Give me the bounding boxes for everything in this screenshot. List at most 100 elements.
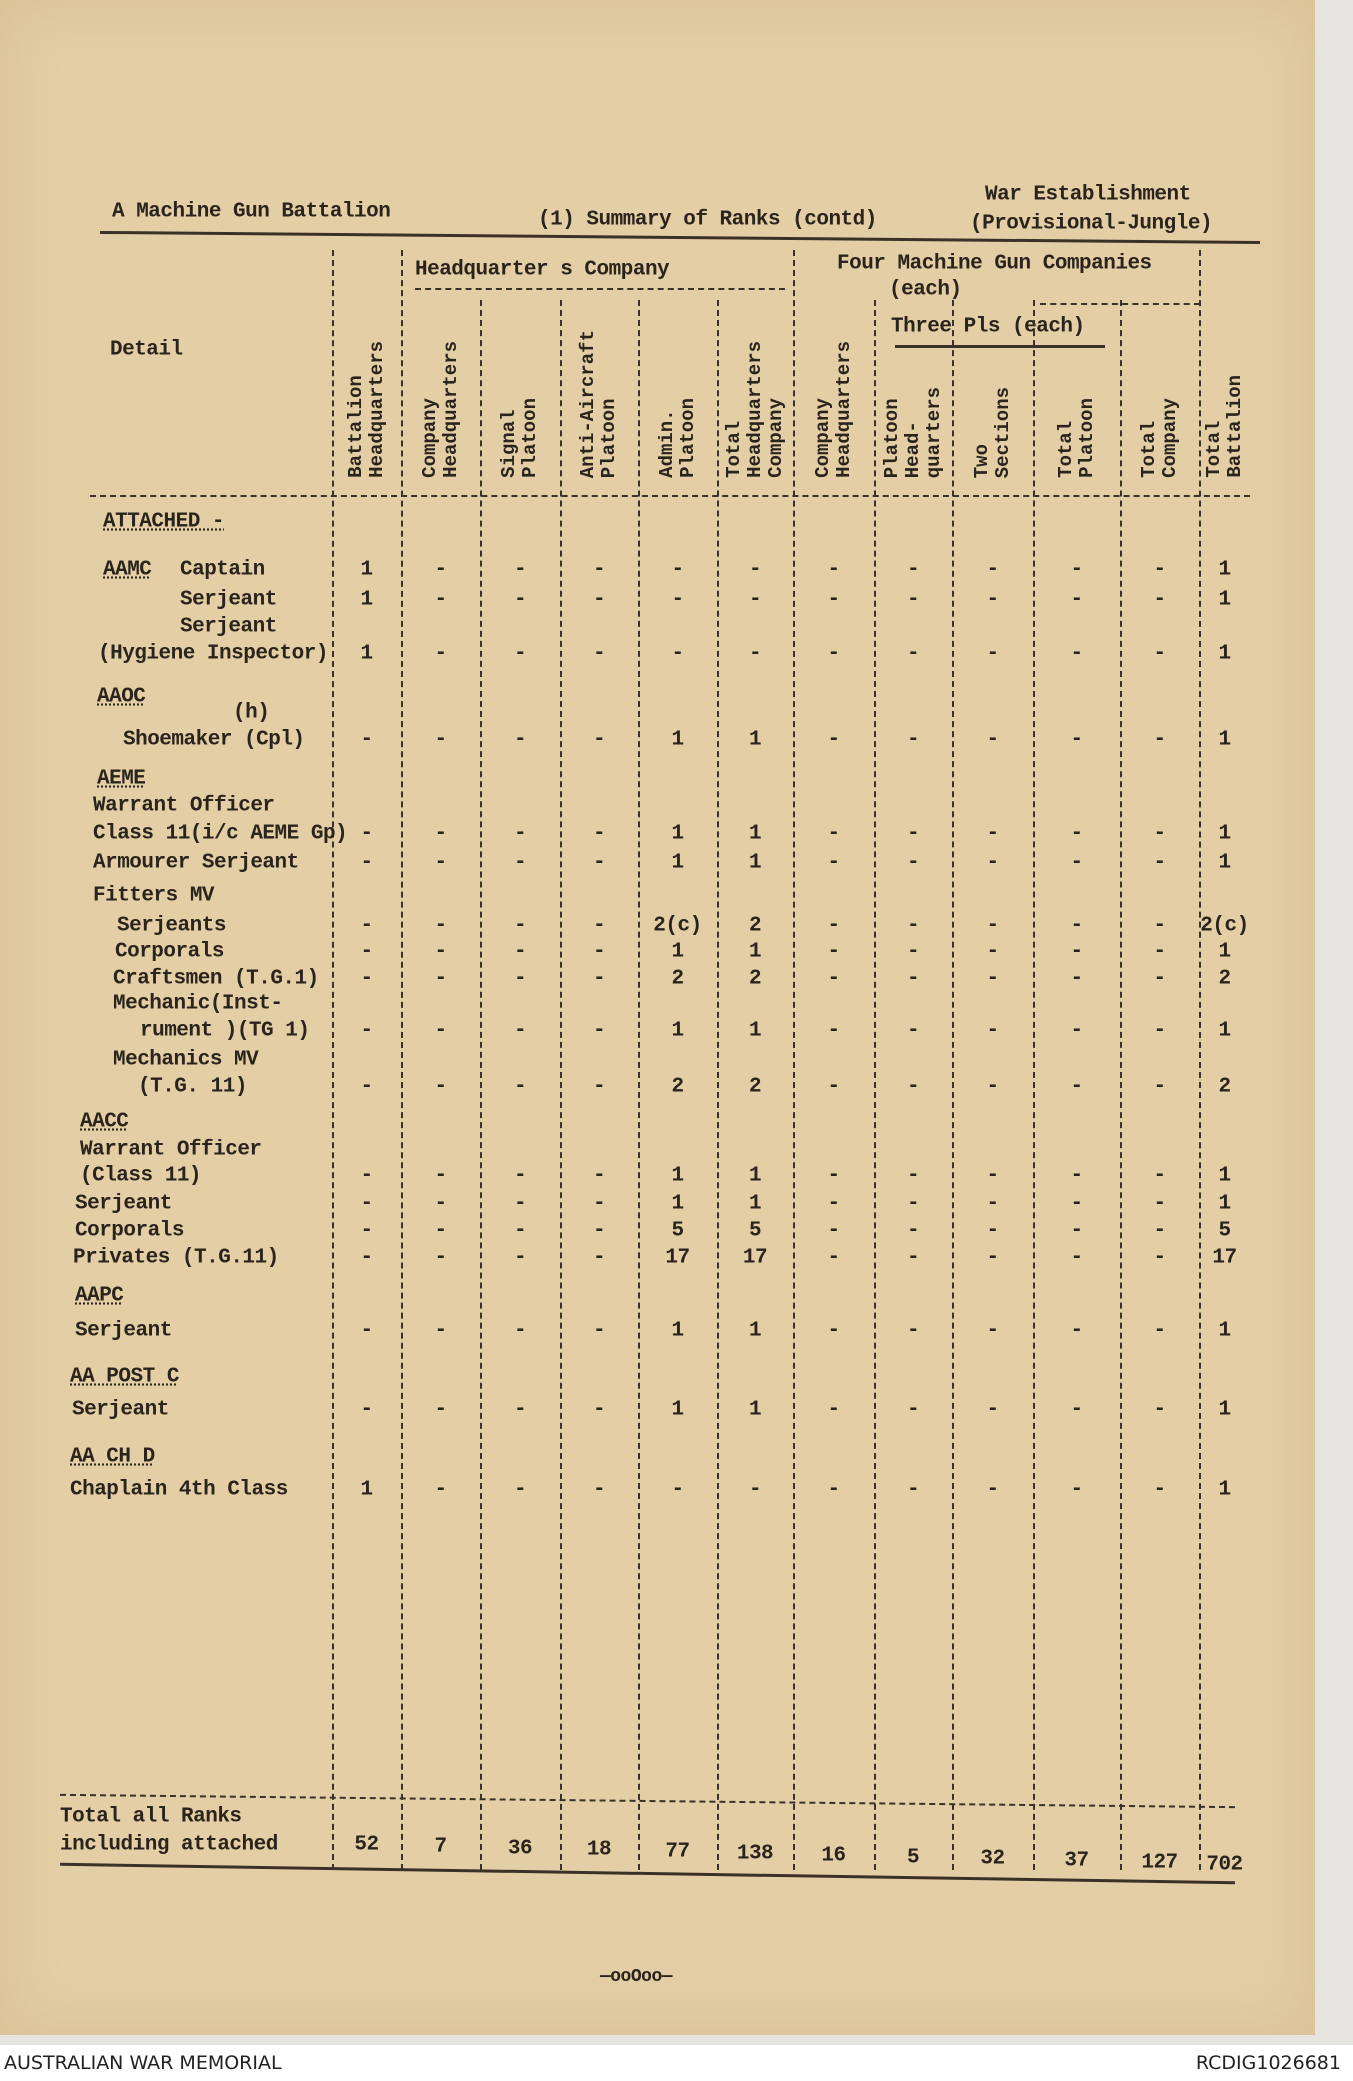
table-cell: - [986,1246,999,1270]
row-label: (Class 11) [80,1164,202,1188]
table-cell: - [986,940,999,964]
three-pls-rule [895,345,1105,348]
table-cell: 1 [748,1192,762,1216]
table-cell: - [1070,1478,1083,1502]
table-cell: - [986,1478,999,1502]
table-cell: - [827,914,840,938]
column-header: Company Headquarters [812,341,855,478]
table-cell: - [360,728,373,752]
table-cell: - [513,1019,527,1043]
column-header-line: Platoon [676,398,699,478]
table-cell: - [592,558,606,582]
table-cell: 1 [360,588,373,612]
table-cell: 1 [671,1192,684,1216]
row-label: Armourer Serjeant [93,851,299,875]
column-header-line: Head- [901,420,924,478]
table-cell: - [827,1164,840,1188]
table-cell: - [360,967,373,991]
table-cell: 1 [360,558,373,582]
table-cell: - [360,1075,373,1099]
column-divider [717,300,719,1870]
table-cell: - [592,1219,606,1243]
totals-cell: 702 [1206,1853,1243,1877]
table-cell: - [986,1219,999,1243]
table-cell: 2 [671,967,684,991]
table-cell: - [1153,967,1166,991]
table-cell: - [906,940,920,964]
establishment-label: War Establishment [985,183,1191,207]
table-cell: - [360,1398,373,1422]
table-cell: - [986,1398,999,1422]
column-header-line: Company [418,398,441,478]
table-cell: - [827,728,840,752]
column-divider [480,300,482,1870]
column-header: Total Platoon [1055,398,1098,478]
row-label: Serjeant [75,1319,172,1343]
table-cell: - [1070,940,1083,964]
table-cell: - [1070,822,1083,846]
table-cell: - [906,558,920,582]
totals-cell: 7 [434,1835,447,1859]
table-cell: - [434,851,447,875]
table-cell: - [827,1219,840,1243]
table-cell: - [360,1019,373,1043]
table-cell: - [434,558,447,582]
table-cell: - [1070,642,1083,666]
table-cell: 1 [671,851,684,875]
row-label: Corporals [115,940,224,964]
column-header-line: Headquarters [365,341,388,478]
totals-bottom-rule [60,1862,1235,1885]
table-cell: 1 [748,1019,762,1043]
table-cell: - [1153,914,1166,938]
table-cell: - [906,642,920,666]
table-cell: - [827,822,840,846]
row-label: Shoemaker (Cpl) [123,728,305,752]
table-cell: 1 [671,1319,684,1343]
column-divider [1033,300,1035,1870]
table-cell: - [360,1192,373,1216]
table-cell: - [827,642,840,666]
table-cell: - [434,1019,447,1043]
table-cell: - [1153,1478,1166,1502]
column-header: Signal Platoon [498,398,541,478]
table-cell: - [592,728,606,752]
table-cell: 2 [1218,1075,1231,1099]
column-divider [874,300,876,1870]
table-cell: - [360,1246,373,1270]
table-cell: - [513,940,527,964]
table-cell: 2(c) [653,914,702,938]
table-cell: - [434,914,447,938]
column-header-line: Platoon [1075,398,1098,478]
column-header-line: Battalion [344,375,367,478]
table-cell: 1 [1218,1478,1231,1502]
table-cell: 1 [1218,940,1231,964]
column-divider [560,300,562,1870]
table-cell: - [1153,588,1166,612]
table-cell: - [592,1478,606,1502]
table-cell: - [360,914,373,938]
table-cell: 1 [1218,1192,1231,1216]
row-label: (Hygiene Inspector) [98,642,328,666]
table-cell: 1 [1218,642,1231,666]
establishment-type: (Provisional-Jungle) [970,212,1213,236]
section-heading: AAMC [103,558,152,582]
table-cell: 1 [1218,1398,1231,1422]
section-heading: AACC [80,1110,129,1134]
row-label: Serjeants [117,914,226,938]
table-cell: - [986,967,999,991]
table-cell: 17 [665,1246,690,1270]
table-cell: - [748,558,762,582]
table-cell: - [906,1398,920,1422]
table-cell: - [827,558,840,582]
table-cell: 2(c) [1200,914,1249,938]
table-cell: - [360,1219,373,1243]
column-header: Admin. Platoon [656,398,699,478]
table-cell: - [986,1319,999,1343]
table-cell: - [748,1478,762,1502]
table-cell: - [906,1164,920,1188]
group-mg-each: (each) [889,278,962,302]
table-cell: 1 [1218,822,1231,846]
header-bottom-rule [90,495,1250,497]
table-cell: - [1153,1246,1166,1270]
column-header-line: Total [1202,420,1225,478]
